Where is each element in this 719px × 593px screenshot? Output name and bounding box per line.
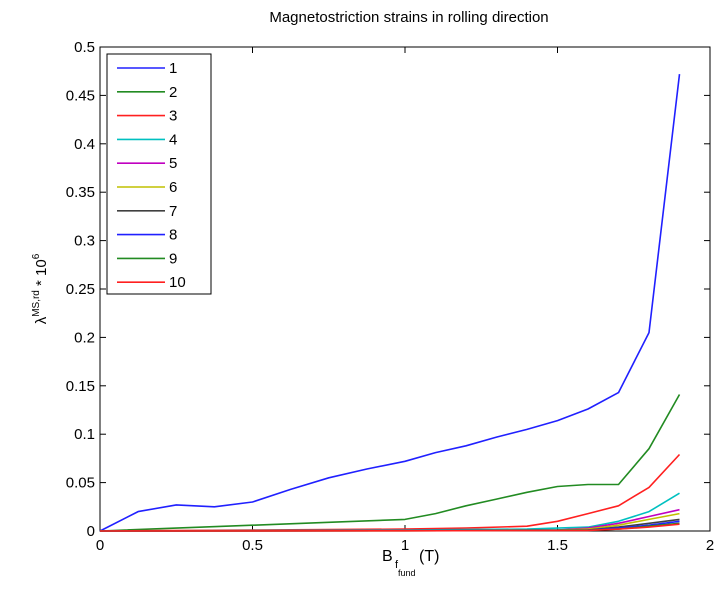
legend-label-3: 3 <box>169 108 177 125</box>
y-tick-label: 0.2 <box>74 329 95 346</box>
legend-label-2: 2 <box>169 84 177 101</box>
x-axis-label: B f fund (T) <box>382 548 439 580</box>
x-tick-label: 1 <box>401 537 409 554</box>
y-tick-label: 0.1 <box>74 426 95 443</box>
y-tick-label: 0.3 <box>74 233 95 250</box>
y-tick-label: 0.25 <box>66 281 95 298</box>
legend-label-5: 5 <box>169 155 177 172</box>
y-tick-labels: 0 0.05 0.1 0.15 0.2 0.25 0.3 0.35 0.4 0.45 0.5 <box>66 39 95 540</box>
x-tick-label: 0.5 <box>242 537 263 554</box>
x-axis-label-sub: f <box>395 559 399 571</box>
series-lines <box>99 74 681 532</box>
y-tick-label: 0.45 <box>66 87 95 104</box>
y-axis-label-sup2: 6 <box>31 253 42 259</box>
legend-label-9: 9 <box>169 250 177 267</box>
x-axis-label-unit: (T) <box>419 548 439 565</box>
y-tick-label: 0.5 <box>74 39 95 56</box>
legend-label-4: 4 <box>169 131 177 148</box>
y-tick-label: 0.35 <box>66 184 95 201</box>
y-tick-label: 0.05 <box>66 475 95 492</box>
legend-label-1: 1 <box>169 60 177 77</box>
x-axis-label-main: B <box>382 548 393 565</box>
y-axis-label-sup: MS,rd <box>31 290 42 317</box>
x-tick-label: 1.5 <box>547 537 568 554</box>
legend-label-10: 10 <box>169 274 186 291</box>
legend: 1 2 3 4 5 6 7 8 9 10 <box>106 53 212 295</box>
x-tick-labels: 0 0.5 1 1.5 2 <box>96 537 714 554</box>
x-axis-label-subsub: fund <box>398 568 416 578</box>
y-tick-label: 0.4 <box>74 136 95 153</box>
series-line-2 <box>99 394 681 532</box>
y-tick-label: 0 <box>87 523 95 540</box>
series-line-1 <box>99 74 681 532</box>
series-line-10 <box>99 523 680 532</box>
y-axis-label-main: λ <box>33 316 50 324</box>
legend-box <box>106 53 212 295</box>
y-axis-label: λMS,rd * 106 <box>31 253 50 324</box>
y-tick-label: 0.15 <box>66 378 95 395</box>
legend-label-6: 6 <box>169 179 177 196</box>
y-axis-label-mid: * 10 <box>33 259 50 290</box>
chart-title: Magnetostriction strains in rolling dire… <box>269 9 548 26</box>
x-tick-label: 2 <box>706 537 714 554</box>
legend-label-8: 8 <box>169 227 177 244</box>
x-tick-label: 0 <box>96 537 104 554</box>
legend-label-7: 7 <box>169 203 177 220</box>
